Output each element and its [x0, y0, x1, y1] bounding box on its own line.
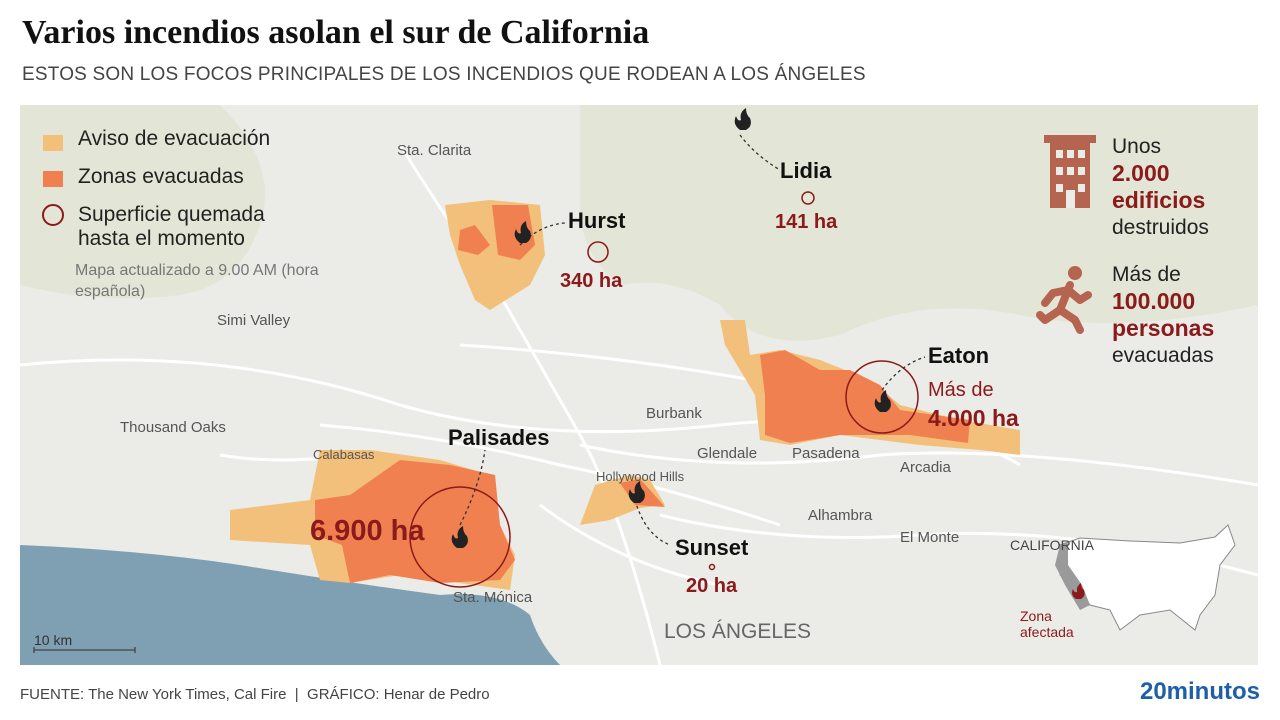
- place-label: Burbank: [646, 405, 702, 422]
- stat-text: Unos 2.000 edificios destruidos: [1112, 133, 1252, 241]
- place-label: Thousand Oaks: [120, 419, 226, 436]
- stat-highlight: 100.000 personas: [1112, 288, 1215, 341]
- ocean: [20, 545, 520, 665]
- inset-map: [1055, 524, 1236, 631]
- place-label: Hollywood Hills: [596, 469, 685, 484]
- fire-name: Sunset: [675, 535, 749, 560]
- place-label: Sta. Clarita: [397, 142, 472, 159]
- stat-pre: Unos: [1112, 135, 1162, 158]
- fire-area: 141 ha: [775, 211, 838, 233]
- scale-label: 10 km: [34, 632, 73, 648]
- stat: Más de 100.000 personas evacuadas: [1112, 261, 1252, 369]
- place-label: Simi Valley: [217, 312, 291, 329]
- fire-name: Lidia: [780, 158, 832, 183]
- fire-area: 6.900 ha: [310, 515, 425, 547]
- fire-icons: [451, 108, 891, 548]
- runner-icon: [1036, 266, 1092, 334]
- buildings-icon: [1044, 135, 1096, 208]
- footer-source: FUENTE: The New York Times, Cal Fire | G…: [20, 686, 490, 703]
- legend-swatch: [42, 204, 64, 226]
- place-label: LOS ÁNGELES: [664, 620, 812, 643]
- place-label: Sta. Mónica: [453, 589, 533, 606]
- place-label: Glendale: [697, 445, 758, 462]
- stat-pre: Más de: [1112, 263, 1181, 286]
- stat: Unos 2.000 edificios destruidos: [1112, 133, 1252, 241]
- subtitle: ESTOS SON LOS FOCOS PRINCIPALES DE LOS I…: [22, 64, 866, 85]
- scale-bar: [33, 647, 136, 653]
- fire-area-prefix: Más de: [928, 379, 994, 401]
- fire-name: Hurst: [568, 208, 626, 233]
- stat-text: Más de 100.000 personas evacuadas: [1112, 261, 1252, 369]
- ocean: [440, 594, 560, 665]
- inset-label: CALIFORNIA: [1010, 537, 1095, 553]
- place-label: Pasadena: [792, 445, 860, 462]
- stat-post: evacuadas: [1112, 344, 1214, 367]
- legend-item: Zonas evacuadas: [78, 165, 244, 188]
- title: Varios incendios asolan el sur de Califo…: [22, 14, 650, 51]
- legend-swatch: [43, 171, 63, 187]
- legend-item: Aviso de evacuación: [78, 127, 271, 150]
- fire-name: Eaton: [928, 343, 990, 368]
- hurst-zone: [445, 200, 545, 310]
- place-label: El Monte: [900, 529, 960, 546]
- burn-circles: [409, 191, 919, 588]
- place-label: Calabasas: [313, 447, 375, 462]
- stat-highlight: 2.000 edificios: [1112, 160, 1206, 213]
- map-labels: Aviso de evacuación Zonas evacuadas Supe…: [20, 105, 1258, 665]
- legend-item: Superficie quemada hasta el momento: [78, 203, 265, 250]
- palisades-zone: [230, 450, 515, 590]
- stat-post: destruidos: [1112, 216, 1209, 239]
- leader-lines: [459, 134, 926, 546]
- legend-note: Mapa actualizado a 9.00 AM (hora español…: [75, 262, 319, 300]
- map: [20, 105, 1258, 665]
- place-label: Arcadia: [900, 459, 951, 476]
- fire-area: 20 ha: [686, 575, 738, 597]
- place-label: Alhambra: [808, 507, 873, 524]
- fire-area: 4.000 ha: [928, 405, 1019, 431]
- brand: 20minutos: [1139, 678, 1260, 705]
- legend-swatch: [43, 135, 63, 151]
- inset-note: Zona afectada: [1020, 608, 1074, 640]
- eaton-zone: [720, 320, 1020, 455]
- mountains: [20, 105, 265, 299]
- fire-name: Palisades: [448, 425, 550, 450]
- fire-area: 340 ha: [560, 270, 623, 292]
